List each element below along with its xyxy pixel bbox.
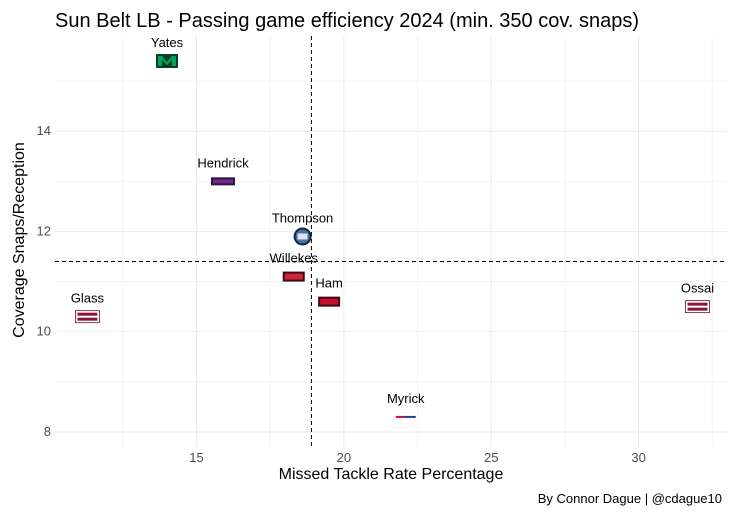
y-axis-title: Coverage Snaps/Reception [11,142,28,338]
data-point-yates [156,54,178,69]
point-label-glass: Glass [71,291,105,306]
chart-caption: By Connor Dague | @cdague10 [538,491,722,506]
point-label-ham: Ham [315,276,342,291]
y-tick-label: 8 [44,424,51,439]
data-point-hendrick [211,177,235,186]
point-label-willekes: Willekes [270,251,319,266]
x-tick-label: 25 [484,450,498,465]
grid [55,36,727,447]
x-axis-title: Missed Tackle Rate Percentage [279,466,504,483]
y-tick-label: 14 [37,123,51,138]
point-labels: Yates Hendrick Thompson Willekes Ham Glass Oss… [71,35,714,406]
data-point-willekes [282,271,305,282]
data-point-glass [75,310,100,324]
point-label-hendrick: Hendrick [197,155,249,170]
tick-labels: 15 20 25 30 8 10 12 14 [37,123,646,465]
point-label-yates: Yates [151,35,184,50]
data-point-myrick [393,414,418,419]
x-tick-label: 30 [631,450,645,465]
y-tick-label: 10 [37,324,51,339]
x-tick-label: 15 [189,450,203,465]
y-tick-label: 12 [37,223,51,238]
data-point-thompson [293,227,312,246]
data-points [75,54,710,419]
point-label-thompson: Thompson [272,210,333,225]
point-label-myrick: Myrick [387,391,425,406]
x-tick-label: 20 [337,450,351,465]
data-point-ossai [685,300,710,314]
reference-lines [55,36,727,447]
chart-title: Sun Belt LB - Passing game efficiency 20… [55,10,639,32]
data-point-ham [318,296,341,307]
point-label-ossai: Ossai [681,281,714,296]
